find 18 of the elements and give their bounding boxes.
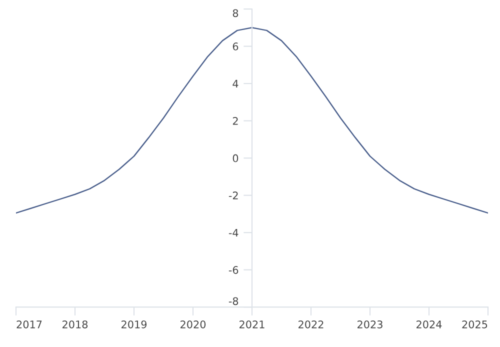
x-tick-label: 2018 [62, 320, 88, 328]
x-tick-label: 2022 [298, 320, 324, 328]
y-tick-label: 0 [232, 154, 238, 162]
x-tick-label: 2020 [180, 320, 206, 328]
y-tick-label: -2 [228, 192, 238, 200]
y-tick-label: 2 [232, 117, 238, 125]
x-tick-label: 2024 [416, 320, 442, 328]
y-tick-label: 6 [232, 42, 238, 50]
x-tick-label: 2021 [240, 320, 264, 328]
x-tick-label: 2025 [462, 320, 488, 328]
x-tick-label: 2019 [122, 320, 147, 328]
y-tick-label: 4 [232, 80, 238, 88]
x-tick-label: 2023 [358, 320, 382, 328]
y-tick-label: -8 [228, 297, 238, 306]
y-tick-label: -4 [228, 228, 238, 237]
y-tick-label: -6 [228, 266, 238, 274]
x-tick-label: 2017 [16, 320, 42, 328]
y-tick-label: 8 [232, 9, 238, 18]
